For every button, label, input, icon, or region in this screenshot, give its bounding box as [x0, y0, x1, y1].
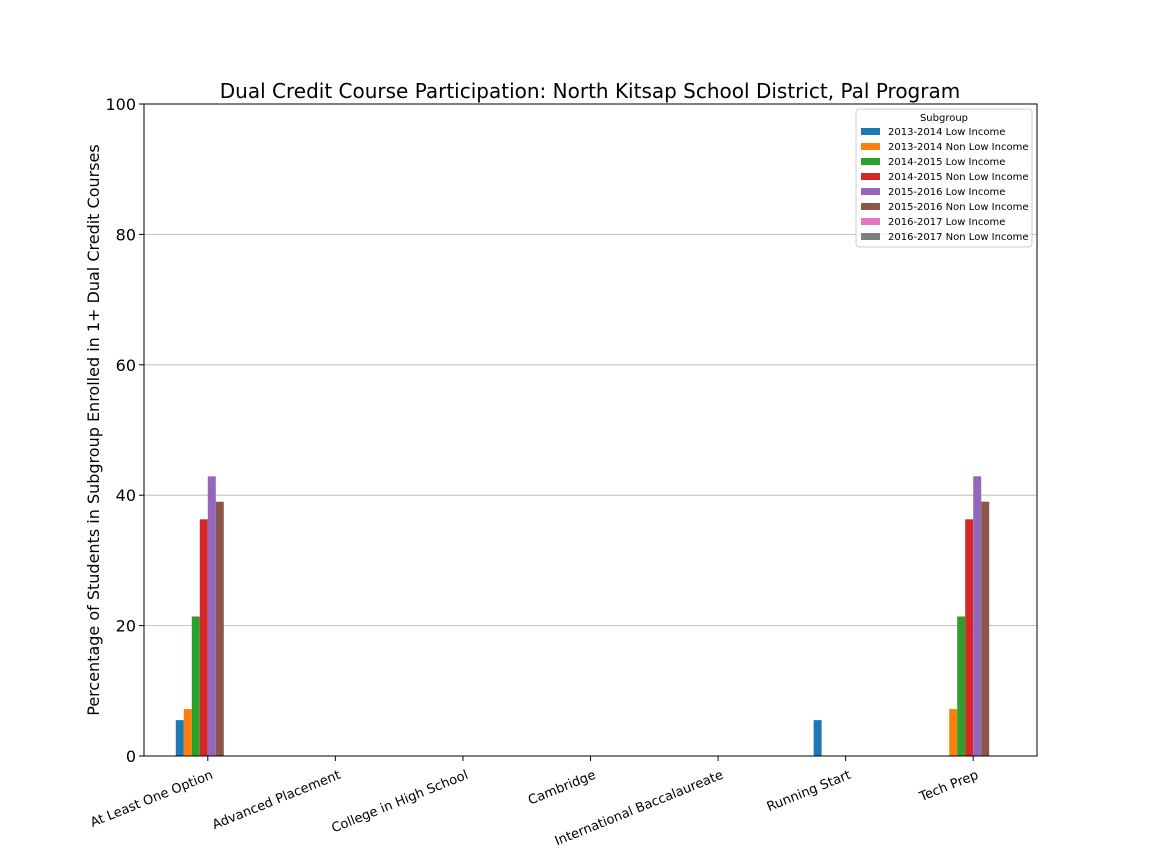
- legend-swatch: [861, 128, 880, 135]
- y-tick-label: 100: [105, 95, 136, 114]
- legend-swatch: [861, 233, 880, 240]
- y-axis-label: Percentage of Students in Subgroup Enrol…: [84, 144, 103, 715]
- bar: [949, 709, 958, 756]
- bar: [183, 709, 192, 756]
- legend-swatch: [861, 173, 880, 180]
- legend-label: 2014-2015 Non Low Income: [888, 172, 1028, 183]
- chart-title: Dual Credit Course Participation: North …: [220, 79, 960, 103]
- bar: [207, 476, 216, 756]
- x-tick-label: Tech Prep: [917, 768, 981, 806]
- y-axis-ticks: 0 20 40 60 80 100: [105, 95, 144, 766]
- legend-items: 2013-2014 Low Income 2013-2014 Non Low In…: [861, 127, 1028, 243]
- bar: [965, 519, 974, 756]
- legend-label: 2014-2015 Low Income: [888, 157, 1005, 168]
- legend-label: 2016-2017 Low Income: [888, 217, 1005, 228]
- y-tick-label: 0: [126, 747, 136, 766]
- legend-swatch: [861, 218, 880, 225]
- bar: [175, 720, 184, 756]
- gridlines: [144, 233, 1037, 626]
- bars: [175, 476, 990, 756]
- y-tick-label: 80: [116, 225, 136, 244]
- bar: [981, 501, 990, 756]
- legend-swatch: [861, 203, 880, 210]
- legend-label: 2015-2016 Low Income: [888, 187, 1005, 198]
- legend-label: 2013-2014 Non Low Income: [888, 142, 1028, 153]
- bar: [957, 616, 966, 756]
- legend: Subgroup 2013-2014 Low Income 2013-2014 N…: [855, 108, 1033, 248]
- y-tick-label: 60: [116, 356, 136, 375]
- bar: [199, 519, 208, 756]
- x-tick-label: Cambridge: [526, 768, 598, 809]
- legend-label: 2015-2016 Non Low Income: [888, 202, 1028, 213]
- y-tick-label: 20: [116, 617, 136, 636]
- legend-swatch: [861, 143, 880, 150]
- bar: [813, 720, 822, 756]
- legend-title: Subgroup: [920, 113, 968, 124]
- legend-swatch: [861, 158, 880, 165]
- bar: [191, 616, 200, 756]
- x-tick-label: Running Start: [765, 768, 853, 815]
- legend-label: 2016-2017 Non Low Income: [888, 232, 1028, 243]
- legend-label: 2013-2014 Low Income: [888, 127, 1005, 138]
- x-tick-label: At Least One Option: [88, 768, 215, 831]
- bar: [215, 501, 224, 756]
- x-tick-label: College in High School: [330, 768, 471, 837]
- legend-swatch: [861, 188, 880, 195]
- bar: [973, 476, 982, 756]
- y-tick-label: 40: [116, 486, 136, 505]
- x-tick-label: Advanced Placement: [210, 768, 343, 833]
- legend-box: [855, 108, 1033, 248]
